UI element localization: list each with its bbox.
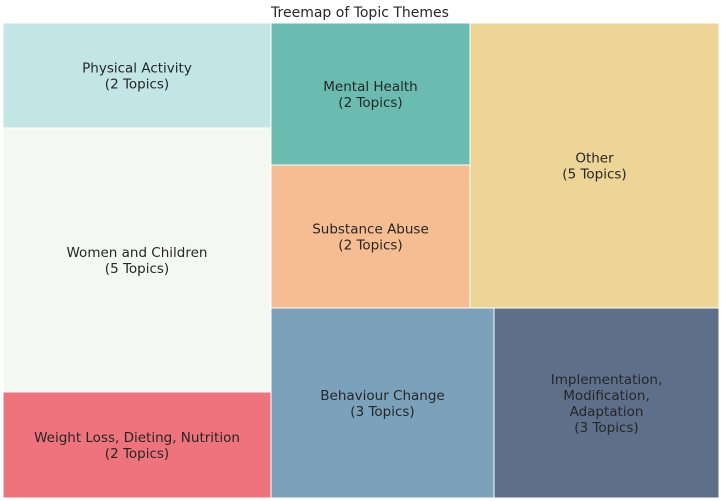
tile-label-line: Weight Loss, Dieting, Nutrition — [34, 430, 240, 446]
tile-label-line: Physical Activity — [82, 61, 192, 77]
tile-label-women-and-children: Women and Children (5 Topics) — [67, 245, 208, 277]
tile-label-implementation-modification-adaptation: Implementation, Modification, Adaptation (3… — [551, 372, 663, 436]
tile-label-other: Other (5 Topics) — [562, 151, 626, 183]
tile-substance-abuse — [270, 164, 471, 309]
tile-label-line: (2 Topics) — [105, 77, 169, 93]
tile-label-line: Other — [575, 151, 614, 167]
tile-mental-health — [270, 22, 471, 166]
tile-label-line: (3 Topics) — [574, 420, 638, 436]
tile-label-line: Modification, — [563, 388, 650, 404]
treemap-tiles: Women and Children (5 Topics)Physical Act… — [2, 22, 720, 499]
tile-label-line: (5 Topics) — [105, 261, 169, 277]
tile-behaviour-change — [270, 307, 495, 499]
tile-other — [469, 22, 720, 309]
tile-label-line: Behaviour Change — [320, 388, 444, 404]
tile-weight-loss-dieting-nutrition — [2, 391, 272, 499]
tile-label-line: (2 Topics) — [338, 238, 402, 254]
tile-label-physical-activity: Physical Activity (2 Topics) — [82, 61, 192, 93]
tile-label-line: Substance Abuse — [312, 222, 429, 238]
tile-label-mental-health: Mental Health (2 Topics) — [323, 79, 417, 111]
tile-label-line: (5 Topics) — [562, 167, 626, 183]
tile-label-line: (2 Topics) — [105, 446, 169, 462]
tile-implementation-modification-adaptation — [493, 307, 720, 499]
tile-label-substance-abuse: Substance Abuse (2 Topics) — [312, 222, 429, 254]
tile-label-line: (2 Topics) — [338, 95, 402, 111]
tile-label-line: (3 Topics) — [350, 404, 414, 420]
chart-title: Treemap of Topic Themes — [270, 5, 449, 21]
tile-women-and-children — [2, 127, 272, 393]
tile-label-line: Women and Children — [67, 245, 208, 261]
tile-label-line: Adaptation — [570, 404, 644, 420]
tile-label-line: Implementation, — [551, 372, 663, 388]
tile-label-weight-loss-dieting-nutrition: Weight Loss, Dieting, Nutrition (2 Topics… — [34, 430, 240, 462]
tile-label-line: Mental Health — [323, 79, 417, 95]
tile-label-behaviour-change: Behaviour Change (3 Topics) — [320, 388, 444, 420]
